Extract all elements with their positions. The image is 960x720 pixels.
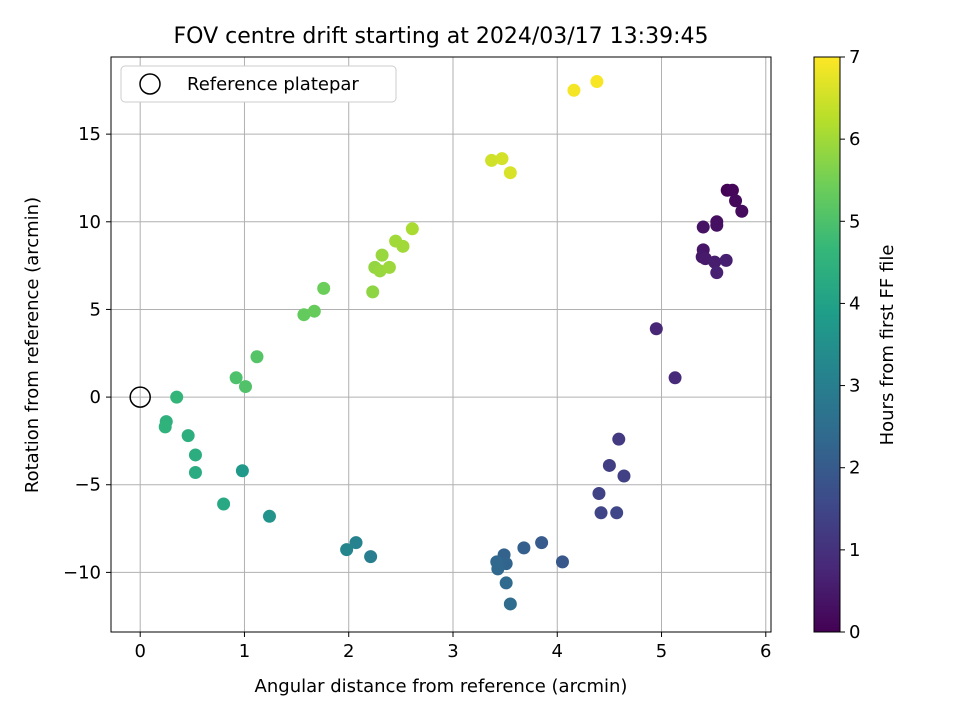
reference-platepar-marker (129, 386, 151, 408)
data-point (229, 371, 243, 385)
data-point (594, 506, 608, 520)
x-tick-label: 6 (760, 641, 771, 662)
y-axis-label: Rotation from reference (arcmin) (22, 197, 43, 493)
data-point (592, 487, 606, 501)
y-axis-ticks: −10 −5 0 5 10 15 (63, 124, 111, 583)
data-point (307, 304, 321, 318)
colorbar-tick-label: 2 (849, 458, 860, 479)
data-point (188, 448, 202, 462)
x-tick-label: 0 (134, 641, 145, 662)
data-point (555, 555, 569, 569)
colorbar-tick-label: 3 (849, 376, 860, 397)
data-point (250, 350, 264, 364)
colorbar-tick-label: 6 (849, 129, 860, 150)
x-axis-ticks: 0 1 2 3 4 5 6 (134, 632, 772, 662)
data-point (590, 75, 604, 89)
legend-entry-label: Reference platepar (187, 74, 359, 95)
data-point (503, 166, 517, 180)
data-point (485, 153, 499, 167)
data-point (491, 562, 505, 576)
data-point (262, 509, 276, 523)
data-point (181, 429, 195, 443)
data-point (610, 506, 624, 520)
chart-title: FOV centre drift starting at 2024/03/17 … (174, 24, 709, 49)
data-point (340, 543, 354, 557)
x-tick-label: 4 (552, 641, 563, 662)
data-point (617, 469, 631, 483)
legend-reference-marker (139, 73, 161, 95)
y-tick-label: 10 (78, 212, 101, 233)
x-axis-label: Angular distance from reference (arcmin) (255, 676, 628, 697)
data-point (567, 83, 581, 97)
y-tick-label: −5 (74, 475, 101, 496)
data-point (317, 281, 331, 295)
data-point (349, 536, 363, 550)
legend-box (120, 65, 397, 103)
x-tick-label: 2 (343, 641, 354, 662)
legend: Reference platepar (120, 65, 397, 103)
colorbar-frame (813, 56, 841, 633)
colorbar-tick-label: 7 (849, 47, 860, 68)
data-point (235, 464, 249, 478)
data-point (668, 371, 682, 385)
data-point (649, 322, 663, 336)
data-point (517, 541, 531, 555)
colorbar-tick-label: 0 (849, 622, 860, 643)
y-tick-label: −10 (63, 562, 101, 583)
data-point (217, 497, 231, 511)
data-point (735, 204, 749, 218)
data-point (503, 597, 517, 611)
data-point (364, 550, 378, 564)
x-tick-label: 3 (447, 641, 458, 662)
colorbar (814, 57, 840, 632)
reference-marker (129, 386, 151, 408)
data-point (239, 380, 253, 394)
data-point (602, 458, 616, 472)
data-point (297, 308, 311, 322)
colorbar-tick-label: 4 (849, 293, 860, 314)
data-point (170, 390, 184, 404)
data-point (396, 239, 410, 253)
data-point (612, 432, 626, 446)
data-point (158, 420, 172, 434)
data-point (535, 536, 549, 550)
y-tick-label: 15 (78, 124, 101, 145)
data-point (405, 222, 419, 236)
data-point (499, 576, 513, 590)
data-point (382, 260, 396, 274)
colorbar-ticks: 0 1 2 3 4 5 6 7 (840, 47, 860, 643)
data-point (729, 194, 743, 208)
data-point (375, 248, 389, 262)
data-point (495, 152, 509, 166)
x-tick-label: 1 (239, 641, 250, 662)
data-point (708, 255, 722, 269)
data-points (158, 75, 749, 611)
data-point (710, 266, 724, 280)
data-point (710, 218, 724, 232)
plot-frame (110, 56, 772, 633)
colorbar-label: Hours from first FF file (877, 245, 898, 446)
data-point (188, 465, 202, 479)
colorbar-tick-label: 1 (849, 540, 860, 561)
colorbar-tick-label: 5 (849, 211, 860, 232)
data-point (366, 285, 380, 299)
data-point (696, 220, 710, 234)
y-tick-label: 0 (90, 387, 101, 408)
y-tick-label: 5 (90, 299, 101, 320)
data-point (719, 253, 733, 267)
grid-lines (111, 57, 771, 632)
x-tick-label: 5 (656, 641, 667, 662)
data-point (725, 183, 739, 197)
